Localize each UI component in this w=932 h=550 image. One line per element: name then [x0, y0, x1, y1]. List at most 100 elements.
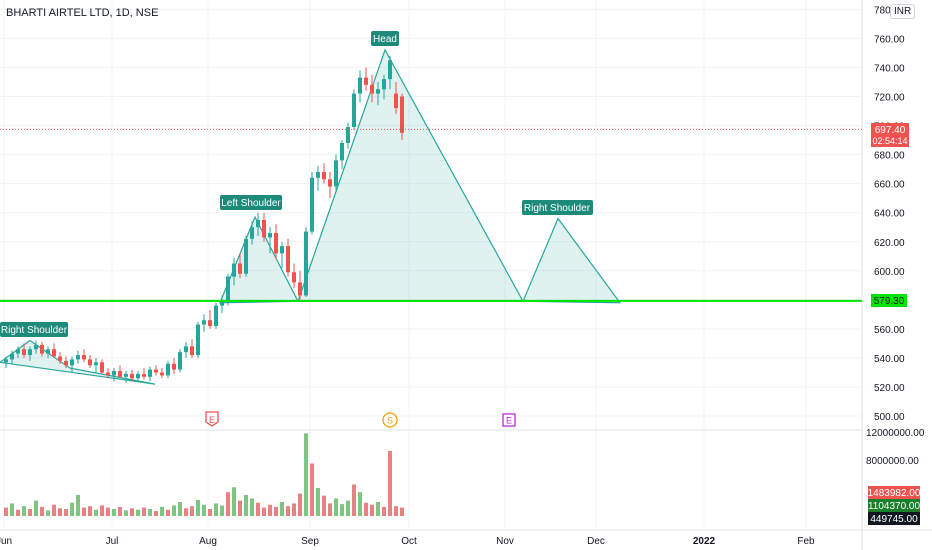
candle-body: [148, 370, 152, 377]
volume-axis[interactable]: 12000000.00 8000000.00: [866, 428, 925, 467]
candle-body: [154, 370, 158, 373]
volume-bar: [100, 506, 104, 517]
candle-body: [124, 374, 128, 377]
candle-body: [22, 349, 26, 355]
right-shoulder-pattern[interactable]: [523, 219, 620, 303]
volume-total-label: 449745.00: [870, 514, 918, 525]
candle-body: [382, 79, 386, 89]
volume-bar: [94, 510, 98, 516]
volume-bar: [70, 503, 74, 516]
candle-body: [400, 97, 404, 133]
candle-body: [52, 349, 56, 356]
price-tick-label: 640.00: [874, 209, 905, 220]
volume-bar: [88, 506, 92, 516]
volume-bar: [118, 507, 122, 516]
candle-body: [274, 233, 278, 253]
price-axis[interactable]: 780.00760.00740.00720.00700.00680.00660.…: [874, 5, 905, 423]
volume-bar: [244, 495, 248, 516]
volume-bar: [250, 499, 254, 517]
volume-bar: [238, 501, 242, 516]
volume-bar: [46, 510, 50, 516]
volume-bar: [106, 508, 110, 516]
price-tick-label: 660.00: [874, 180, 905, 191]
candle-body: [220, 301, 224, 305]
split-marker[interactable]: S: [383, 413, 397, 427]
volume-bar: [172, 506, 176, 517]
volume-bar: [382, 507, 386, 516]
candle-body: [118, 371, 122, 377]
time-tick-label: Aug: [199, 536, 217, 547]
volume-bar: [334, 499, 338, 517]
time-tick-label: Oct: [401, 536, 417, 547]
volume-bar: [154, 511, 158, 516]
candle-body: [352, 94, 356, 127]
volume-bar: [280, 502, 284, 516]
candle-body: [214, 306, 218, 326]
candle-body: [292, 272, 296, 282]
volume-bar: [316, 488, 320, 516]
candle-body: [112, 371, 116, 375]
volume-bar: [400, 508, 404, 516]
volume-bar: [208, 509, 212, 516]
time-tick-label: Feb: [797, 536, 815, 547]
volume-bar: [232, 487, 236, 516]
head-pattern[interactable]: [298, 50, 523, 301]
annotation-left-shoulder[interactable]: Left Shoulder: [220, 195, 282, 210]
candle-body: [10, 354, 14, 360]
volume-bar: [364, 503, 368, 516]
future-earnings-marker[interactable]: E: [503, 414, 515, 426]
candle-body: [256, 220, 260, 227]
candle-body: [208, 320, 212, 326]
volume-bar: [226, 492, 230, 516]
candle-body: [244, 239, 248, 274]
price-tick-label: 520.00: [874, 383, 905, 394]
candle-body: [28, 349, 32, 355]
candle-body: [370, 85, 374, 94]
candle-body: [226, 277, 230, 302]
candle-body: [328, 179, 332, 186]
earnings-marker[interactable]: E: [206, 412, 218, 426]
annotation-right-shoulder-left[interactable]: Right Shoulder: [0, 322, 68, 337]
annotation-right-shoulder[interactable]: Right Shoulder: [522, 200, 593, 215]
candle-body: [64, 361, 68, 365]
price-tick-label: 740.00: [874, 63, 905, 74]
time-tick-label: Nov: [496, 536, 514, 547]
price-tick-label: 540.00: [874, 354, 905, 365]
volume-bar: [130, 508, 134, 516]
annotation-head[interactable]: Head: [371, 31, 399, 46]
volume-bar: [190, 506, 194, 516]
candle-body: [310, 178, 314, 232]
volume-bar: [304, 433, 308, 516]
annotation-label: Head: [373, 34, 397, 45]
candle-body: [232, 264, 236, 277]
volume-bar: [358, 492, 362, 516]
candle-body: [160, 372, 164, 375]
volume-bar: [58, 508, 62, 516]
volume-bar: [34, 501, 38, 516]
annotation-label: Right Shoulder: [1, 325, 68, 336]
candle-body: [106, 372, 110, 375]
volume-bar: [256, 503, 260, 516]
time-axis[interactable]: Jun Jul Aug Sep Oct Nov Dec 2022 Feb: [0, 536, 815, 547]
volume-bar: [148, 509, 152, 516]
annotation-label: Left Shoulder: [221, 198, 281, 209]
candle-body: [34, 345, 38, 349]
time-tick-label: Jul: [106, 536, 119, 547]
volume-bar: [136, 510, 140, 516]
candle-body: [304, 232, 308, 296]
time-tick-label: Sep: [301, 536, 319, 547]
candle-body: [196, 325, 200, 356]
volume-bar: [262, 508, 266, 516]
currency-badge[interactable]: INR: [890, 4, 915, 19]
candle-body: [322, 172, 326, 179]
volume-bar: [16, 510, 20, 516]
volume-bar: [274, 507, 278, 516]
volume-bar: [202, 505, 206, 516]
volume-bar: [112, 509, 116, 516]
symbol-title: BHARTI AIRTEL LTD, 1D, NSE: [6, 7, 158, 19]
candle-body: [40, 345, 44, 354]
volume-bar: [76, 495, 80, 516]
volume-bar: [28, 509, 32, 516]
volume-bar: [196, 500, 200, 516]
